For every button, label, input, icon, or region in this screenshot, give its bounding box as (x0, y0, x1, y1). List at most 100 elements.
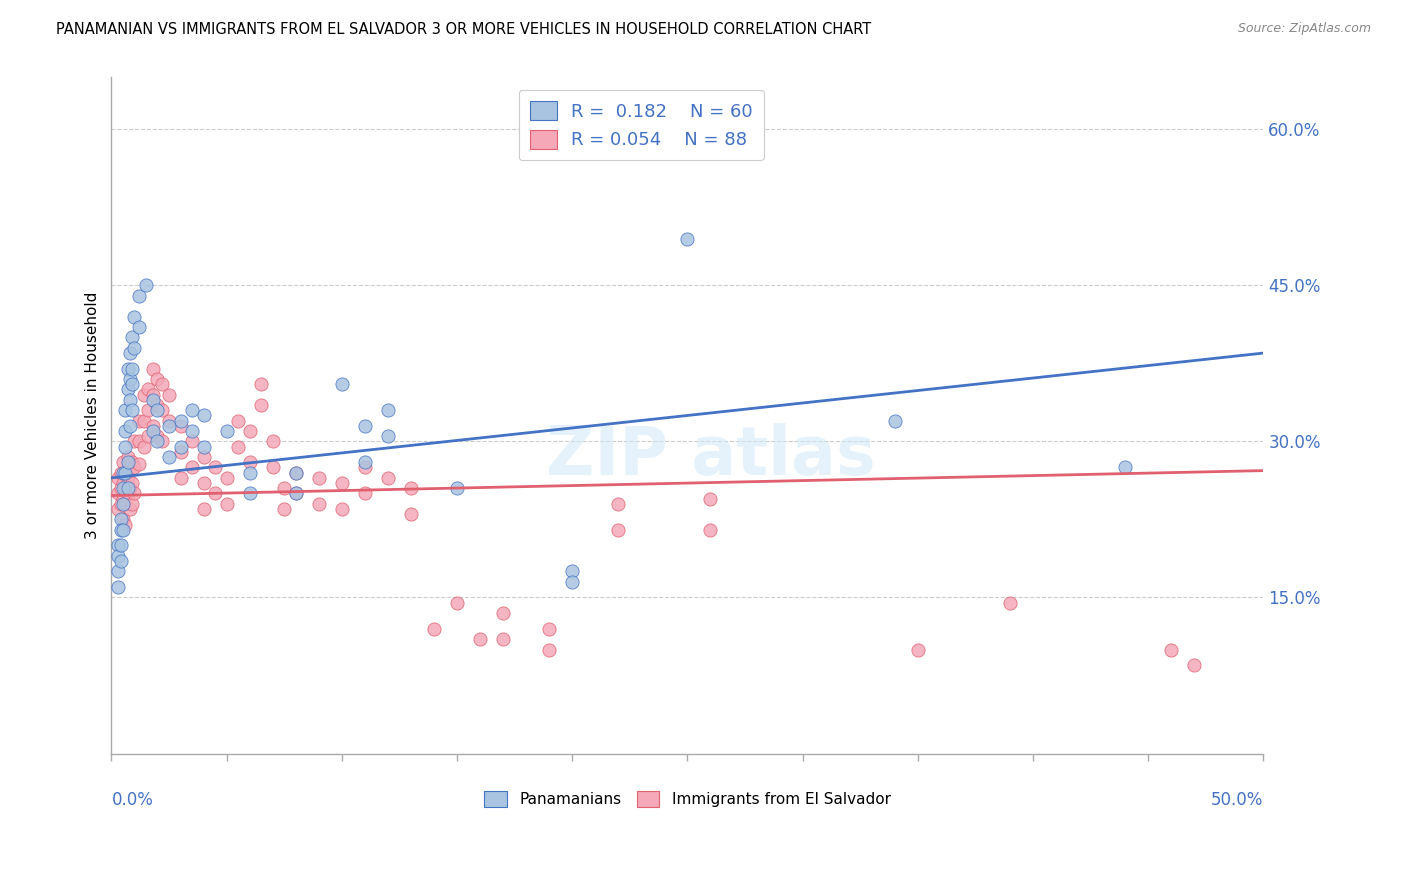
Legend: Panamanians, Immigrants from El Salvador: Panamanians, Immigrants from El Salvador (478, 785, 897, 814)
Point (193, 440, 215, 454)
Point (239, 466, 262, 480)
Point (239, 486, 262, 500)
Point (146, 429, 169, 443)
Point (181, 434, 204, 449)
Point (330, 377, 353, 392)
Point (273, 502, 295, 516)
Point (193, 409, 215, 423)
Point (193, 450, 215, 464)
Point (262, 434, 284, 449)
Point (676, 232, 699, 246)
Point (111, 523, 134, 537)
Point (607, 497, 630, 511)
Point (377, 429, 399, 443)
Text: PANAMANIAN VS IMMIGRANTS FROM EL SALVADOR 3 OR MORE VEHICLES IN HOUSEHOLD CORREL: PANAMANIAN VS IMMIGRANTS FROM EL SALVADO… (56, 22, 872, 37)
Point (117, 471, 139, 485)
Point (107, 549, 129, 563)
Point (330, 476, 353, 491)
Point (118, 346, 141, 360)
Point (169, 440, 191, 454)
Point (193, 476, 215, 491)
Point (204, 460, 226, 475)
Point (128, 458, 150, 472)
Point (561, 574, 583, 589)
Point (226, 414, 249, 428)
Text: ZIP atlas: ZIP atlas (546, 423, 875, 489)
Point (181, 424, 204, 438)
Point (377, 403, 399, 417)
Point (117, 361, 139, 376)
Point (1160, 642, 1182, 657)
Point (492, 606, 515, 620)
Point (124, 310, 146, 324)
Point (377, 471, 399, 485)
Point (169, 471, 191, 485)
Point (128, 320, 150, 334)
Point (353, 455, 375, 469)
Point (1182, 658, 1205, 673)
Point (399, 508, 422, 522)
Point (215, 471, 238, 485)
Text: 0.0%: 0.0% (111, 790, 153, 809)
Point (128, 289, 150, 303)
Point (121, 497, 143, 511)
Point (111, 481, 134, 495)
Point (111, 497, 134, 511)
Point (114, 424, 136, 438)
Point (135, 278, 157, 293)
Point (111, 491, 134, 506)
Point (121, 455, 143, 469)
Point (114, 466, 136, 480)
Point (114, 497, 136, 511)
Point (118, 392, 141, 407)
Point (193, 502, 215, 516)
Point (353, 418, 375, 433)
Point (128, 434, 150, 449)
Point (169, 418, 191, 433)
Point (124, 341, 146, 355)
Point (107, 565, 129, 579)
Point (468, 632, 491, 646)
Point (114, 466, 136, 480)
Point (699, 491, 721, 506)
Point (239, 455, 262, 469)
Point (181, 460, 204, 475)
Point (136, 403, 159, 417)
Point (150, 403, 173, 417)
Point (330, 502, 353, 516)
Point (124, 434, 146, 449)
Point (132, 440, 155, 454)
Point (630, 102, 652, 116)
Point (150, 377, 173, 392)
Point (157, 414, 180, 428)
Point (117, 455, 139, 469)
Point (118, 502, 141, 516)
Point (273, 481, 295, 495)
Point (121, 476, 143, 491)
Point (204, 486, 226, 500)
Point (136, 383, 159, 397)
Point (111, 455, 134, 469)
Point (146, 434, 169, 449)
Point (883, 414, 905, 428)
Point (110, 497, 132, 511)
Point (110, 539, 132, 553)
Point (142, 424, 165, 438)
Point (118, 460, 141, 475)
Point (284, 486, 307, 500)
Point (998, 596, 1021, 610)
Point (110, 481, 132, 495)
Point (114, 481, 136, 495)
Point (250, 377, 273, 392)
Point (157, 387, 180, 401)
Point (110, 523, 132, 537)
Point (169, 445, 191, 459)
Point (117, 486, 139, 500)
Point (215, 497, 238, 511)
Point (107, 486, 129, 500)
Point (114, 517, 136, 532)
Point (284, 486, 307, 500)
Point (117, 383, 139, 397)
Point (136, 429, 159, 443)
Point (107, 471, 129, 485)
